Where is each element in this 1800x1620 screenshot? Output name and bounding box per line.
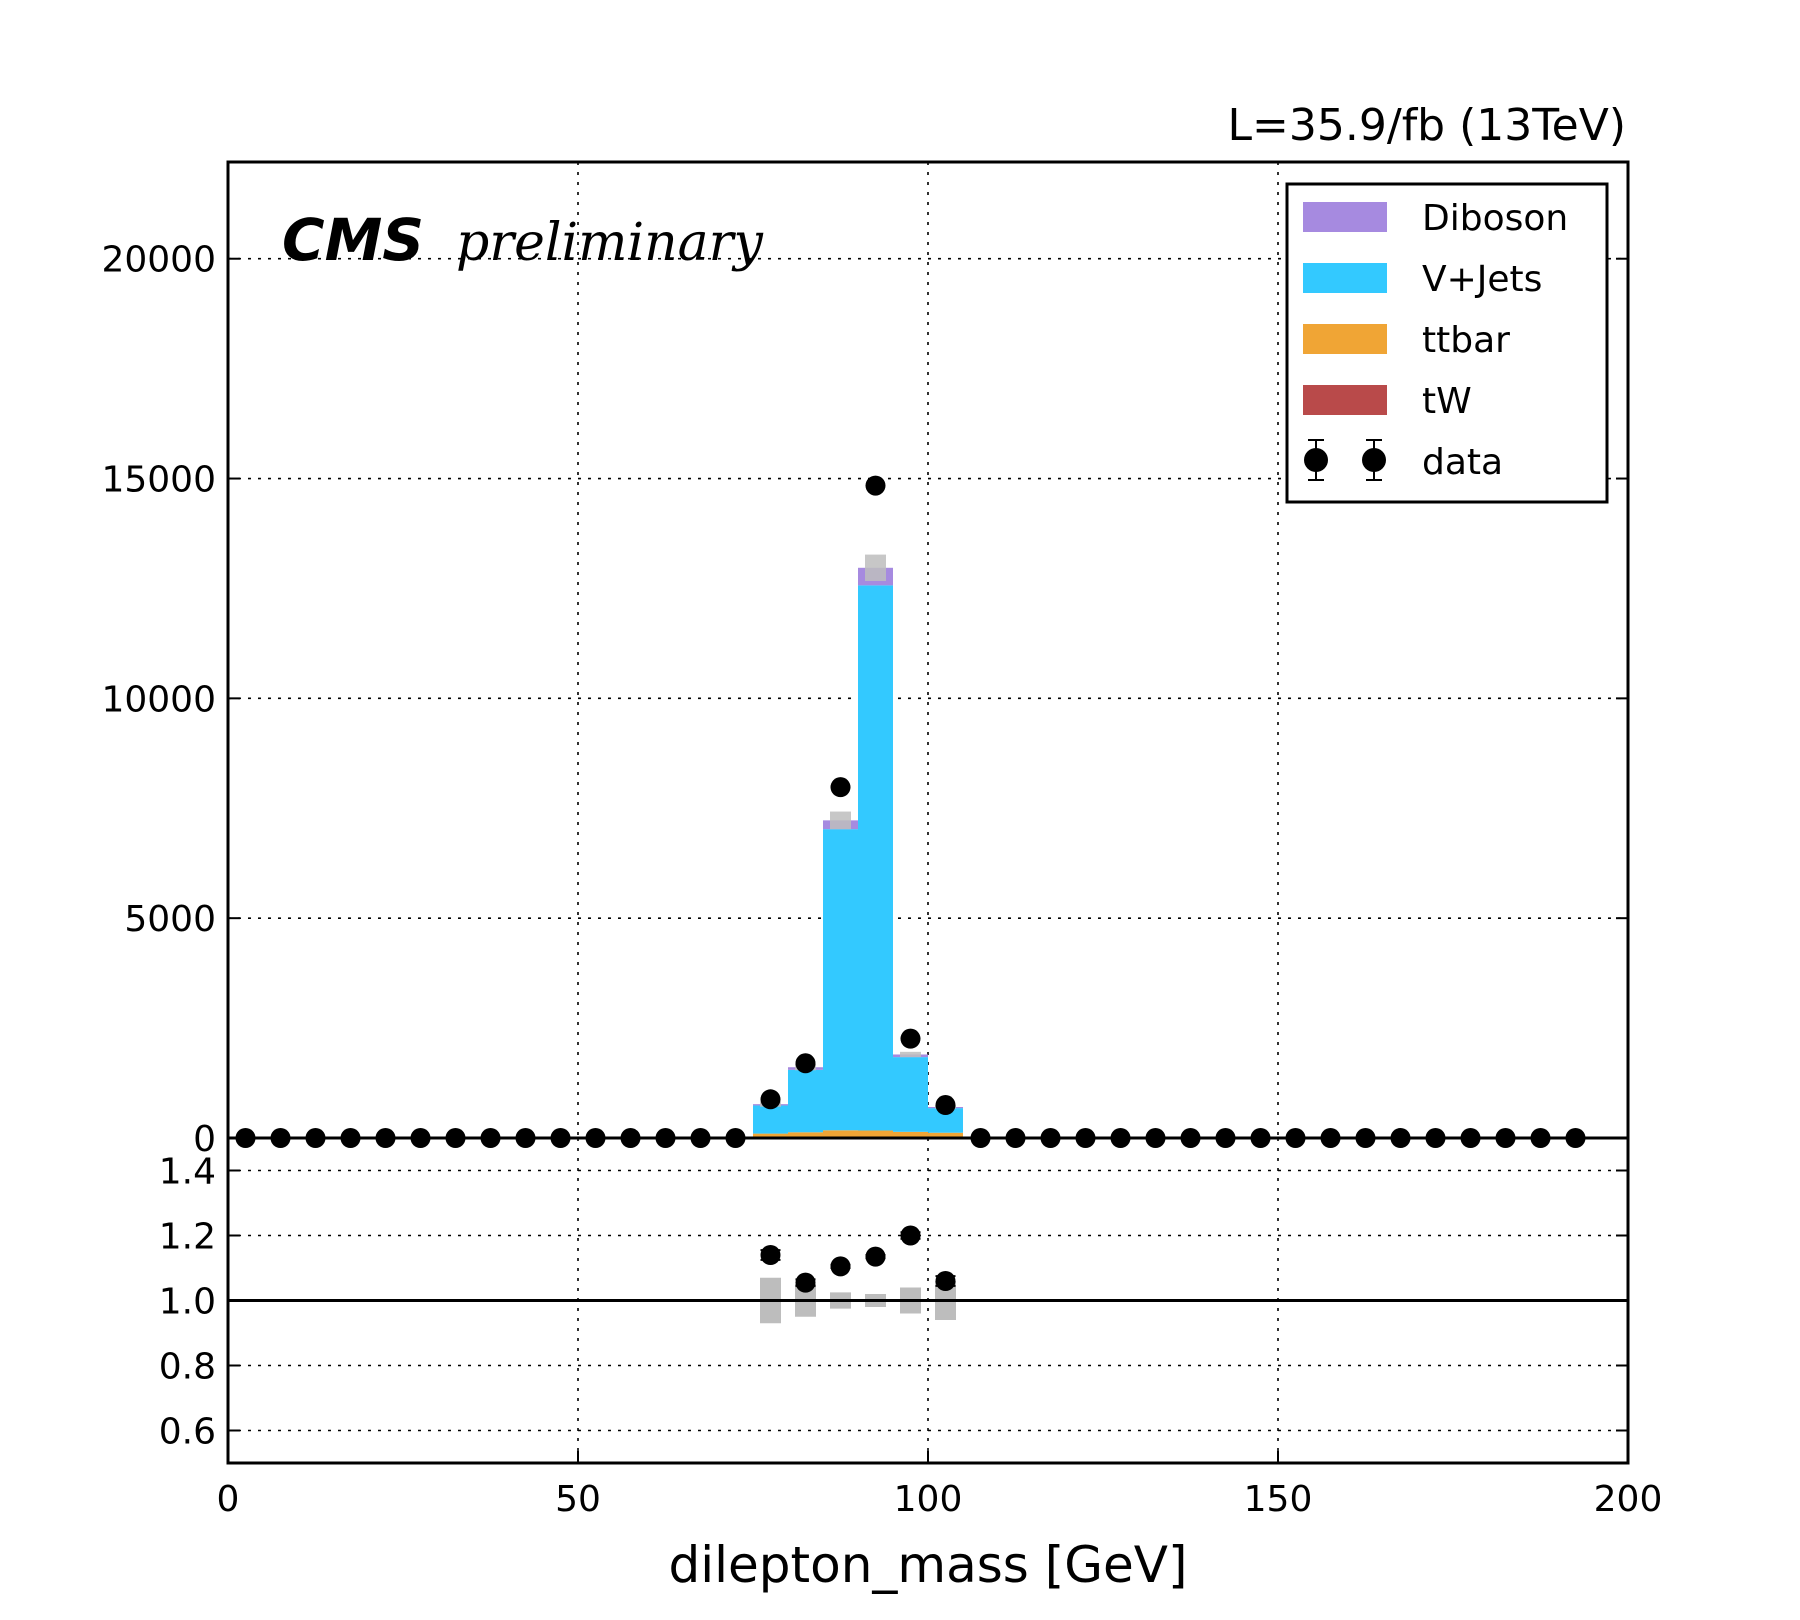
ratio-point — [935, 1271, 956, 1291]
legend-label-tw: tW — [1422, 381, 1472, 422]
ratio-point — [795, 1272, 816, 1293]
legend-label-data: data — [1422, 442, 1503, 483]
data-point — [830, 777, 851, 798]
ratio-point — [830, 1256, 851, 1277]
data-point — [760, 1089, 781, 1110]
x-tick-label: 150 — [1244, 1479, 1313, 1520]
cms-label: CMS — [282, 206, 424, 274]
bar-ttbar — [893, 1131, 928, 1138]
mc-uncertainty-box — [830, 811, 851, 830]
bar-ttbar — [858, 1130, 893, 1138]
ratio-point — [900, 1225, 921, 1246]
stack-bars — [753, 567, 963, 1138]
x-tick-label: 0 — [217, 1479, 240, 1520]
legend-label-ttbar: ttbar — [1422, 320, 1510, 361]
bar-ttbar — [788, 1132, 823, 1138]
x-tick-label: 200 — [1594, 1479, 1663, 1520]
mc-uncertainty-box — [865, 554, 886, 581]
main-y-tick-label: 10000 — [101, 679, 216, 720]
ratio-y-tick-labels: 0.6 0.8 1.0 1.2 1.4 — [159, 1152, 216, 1453]
legend-label-vjets: V+Jets — [1422, 259, 1542, 300]
data-points — [235, 475, 1586, 1148]
legend: Diboson V+Jets ttbar tW data — [1285, 182, 1609, 504]
legend-swatch-diboson — [1303, 202, 1387, 232]
data-point — [865, 475, 886, 496]
main-y-tick-label: 20000 — [101, 240, 216, 281]
ratio-points — [228, 1225, 1628, 1302]
ratio-y-tick-label: 1.4 — [159, 1152, 216, 1193]
data-point — [795, 1053, 816, 1074]
ratio-y-tick-label: 0.6 — [159, 1412, 216, 1453]
ratio-point — [760, 1245, 781, 1265]
x-tick-label: 100 — [894, 1479, 963, 1520]
bar-ttbar — [928, 1132, 963, 1138]
legend-swatch-vjets — [1303, 263, 1387, 293]
bar-ttbar — [753, 1133, 788, 1138]
mc-uncertainty-box — [900, 1051, 921, 1058]
ratio-point — [865, 1246, 886, 1267]
bar-v-jets — [823, 829, 858, 1131]
ratio-panel-frame — [226, 1136, 1630, 1465]
bar-v-jets — [788, 1069, 823, 1133]
x-axis-label: dilepton_mass [GeV] — [669, 1536, 1188, 1594]
ratio-y-tick-label: 1.0 — [159, 1282, 216, 1323]
bar-ttbar — [823, 1130, 858, 1138]
main-y-tick-labels: 0 5000 10000 15000 20000 — [101, 240, 216, 1160]
ratio-y-tick-label: 1.2 — [159, 1217, 216, 1258]
ratio-y-tick-label: 0.8 — [159, 1347, 216, 1388]
main-y-tick-label: 5000 — [124, 899, 216, 940]
main-grid — [228, 162, 1628, 1139]
main-y-tick-label: 15000 — [101, 460, 216, 501]
data-point — [935, 1095, 956, 1116]
data-point — [900, 1028, 921, 1049]
bar-v-jets — [858, 585, 893, 1131]
legend-marker-data — [1304, 439, 1386, 481]
preliminary-label: preliminary — [456, 213, 763, 273]
legend-label-diboson: Diboson — [1422, 198, 1568, 239]
x-tick-labels: 0 50 100 150 200 — [217, 1479, 1663, 1520]
x-tick-label: 50 — [555, 1479, 601, 1520]
main-y-tick-label: 0 — [193, 1119, 216, 1160]
legend-swatch-ttbar — [1303, 324, 1387, 354]
lumi-label: L=35.9/fb (13TeV) — [1228, 100, 1626, 151]
bar-v-jets — [753, 1105, 788, 1134]
bar-v-jets — [893, 1057, 928, 1132]
legend-swatch-tw — [1303, 385, 1387, 415]
